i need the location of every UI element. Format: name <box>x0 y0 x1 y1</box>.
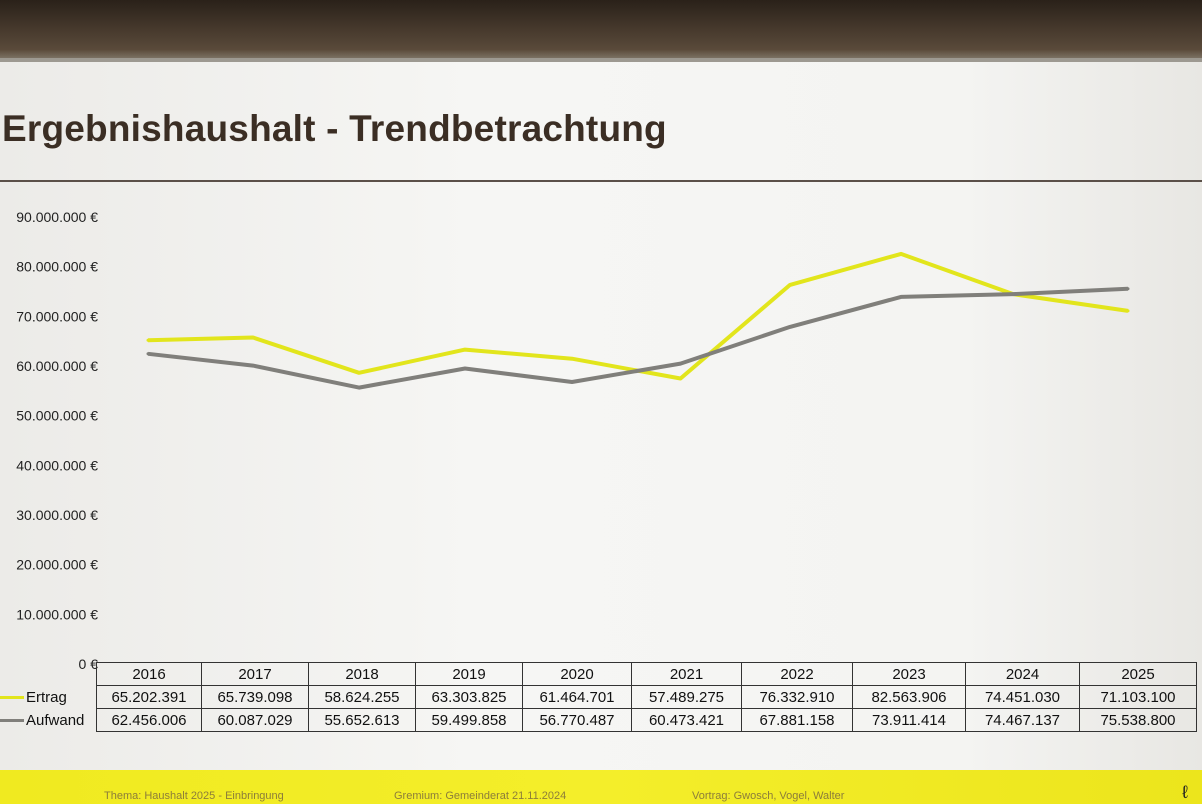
data-label: 61.464.701 <box>522 685 632 709</box>
data-label: 60.473.421 <box>631 708 742 732</box>
table-row: Aufwand 62.456.006 60.087.029 55.652.613 59.… <box>0 708 1197 732</box>
y-tick-label: 20.000.000 € <box>16 557 98 573</box>
data-point-aufwand <box>899 295 903 299</box>
data-point-aufwand <box>357 386 361 390</box>
data-point-aufwand <box>146 352 150 356</box>
data-label: 58.624.255 <box>308 685 416 709</box>
data-label: 82.563.906 <box>852 685 966 709</box>
series-lines <box>146 251 1130 390</box>
data-point-ertrag <box>251 336 255 339</box>
y-axis: 0 €10.000.000 €20.000.000 €30.000.000 €4… <box>16 209 98 672</box>
x-tick-label: 2019 <box>415 662 523 686</box>
y-tick-label: 40.000.000 € <box>16 457 98 473</box>
data-point-ertrag <box>1126 309 1130 313</box>
data-point-ertrag <box>146 338 150 342</box>
line-chart: 0 €10.000.000 €20.000.000 €30.000.000 €4… <box>16 209 1130 672</box>
x-tick-label: 2020 <box>522 662 632 686</box>
legend-key-ertrag <box>0 696 24 700</box>
data-label: 65.202.391 <box>96 685 202 709</box>
x-tick-label: 2021 <box>631 662 742 686</box>
data-label: 56.770.487 <box>522 708 632 732</box>
data-label: 55.652.613 <box>308 708 416 732</box>
data-point-aufwand <box>788 325 792 329</box>
y-tick-label: 90.000.000 € <box>16 209 98 225</box>
x-tick-label: 2024 <box>965 662 1080 686</box>
legend-label: Ertrag <box>26 688 67 706</box>
data-point-aufwand <box>1126 287 1130 291</box>
table-header-row: 2016 2017 2018 2019 2020 2021 2022 2023 2024 2025 <box>0 662 1197 686</box>
table-row: Ertrag 65.202.391 65.739.098 58.624.255 63.3… <box>0 685 1197 709</box>
logo-icon: ℓ <box>1182 782 1188 802</box>
legend-entry: Aufwand <box>0 708 97 732</box>
y-tick-label: 10.000.000 € <box>16 606 98 622</box>
data-label: 59.499.858 <box>415 708 523 732</box>
x-tick-label: 2018 <box>308 662 416 686</box>
data-point-ertrag <box>788 283 792 287</box>
title-divider <box>0 180 1202 182</box>
data-label: 74.451.030 <box>965 685 1080 709</box>
legend-key-aufwand <box>0 719 24 723</box>
footer-band: Thema: Haushalt 2025 - Einbringung Gremi… <box>0 770 1202 804</box>
y-tick-label: 60.000.000 € <box>16 358 98 374</box>
x-tick-label: 2016 <box>96 662 202 686</box>
x-tick-label: 2017 <box>201 662 309 686</box>
x-tick-label: 2023 <box>852 662 966 686</box>
y-tick-label: 80.000.000 € <box>16 259 98 275</box>
legend-entry: Ertrag <box>0 685 97 709</box>
data-point-aufwand <box>463 367 467 370</box>
data-label: 57.489.275 <box>631 685 742 709</box>
data-label: 65.739.098 <box>201 685 309 709</box>
table-corner <box>0 662 97 686</box>
data-point-ertrag <box>357 371 361 375</box>
footer-speakers: Vortrag: Gwosch, Vogel, Walter <box>692 790 845 802</box>
footer-topic: Thema: Haushalt 2025 - Einbringung <box>104 790 284 802</box>
data-point-ertrag <box>899 252 903 256</box>
data-label: 74.467.137 <box>965 708 1080 732</box>
series-line-aufwand <box>147 286 1129 390</box>
data-label: 75.538.800 <box>1079 708 1197 732</box>
data-label: 76.332.910 <box>741 685 853 709</box>
data-label: 71.103.100 <box>1079 685 1197 709</box>
y-tick-label: 50.000.000 € <box>16 408 98 424</box>
data-point-aufwand <box>1012 292 1015 296</box>
data-point-ertrag <box>570 357 574 361</box>
legend-label: Aufwand <box>26 711 85 729</box>
y-tick-label: 30.000.000 € <box>16 507 98 523</box>
data-table: 2016 2017 2018 2019 2020 2021 2022 2023 2024 2025… <box>0 662 1197 732</box>
data-point-aufwand <box>251 364 255 368</box>
data-point-aufwand <box>679 362 682 366</box>
footer-committee: Gremium: Gemeinderat 21.11.2024 <box>394 790 567 802</box>
screen-frame <box>0 0 1202 62</box>
data-point-aufwand <box>570 380 574 384</box>
data-label: 60.087.029 <box>201 708 309 732</box>
data-label: 63.303.825 <box>415 685 523 709</box>
data-point-ertrag <box>463 348 467 352</box>
slide-title: Ergebnishaushalt - Trendbetrachtung <box>2 108 667 149</box>
data-label: 67.881.158 <box>741 708 853 732</box>
y-tick-label: 70.000.000 € <box>16 308 98 324</box>
data-label: 73.911.414 <box>852 708 966 732</box>
x-tick-label: 2022 <box>741 662 853 686</box>
data-point-ertrag <box>679 377 682 380</box>
presentation-slide: Ergebnishaushalt - Trendbetrachtung 0 €1… <box>0 58 1202 804</box>
x-tick-label: 2025 <box>1079 662 1197 686</box>
series-line-ertrag <box>147 251 1129 381</box>
data-label: 62.456.006 <box>96 708 202 732</box>
